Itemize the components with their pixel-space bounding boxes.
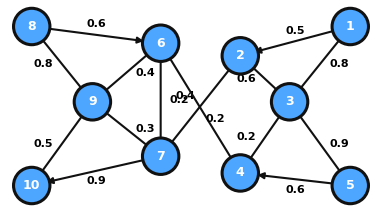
Text: 0.6: 0.6: [236, 74, 256, 84]
Ellipse shape: [74, 84, 111, 120]
Text: 10: 10: [23, 179, 40, 192]
Text: 8: 8: [28, 20, 36, 33]
Text: 0.6: 0.6: [86, 20, 106, 29]
Text: 0.2: 0.2: [170, 95, 189, 105]
Text: 4: 4: [236, 166, 245, 179]
Text: 0.5: 0.5: [285, 26, 305, 36]
Text: 0.2: 0.2: [206, 114, 225, 124]
Text: 0.3: 0.3: [136, 124, 155, 134]
Text: 0.2: 0.2: [236, 132, 256, 142]
Text: 0.6: 0.6: [285, 185, 305, 195]
Ellipse shape: [142, 138, 179, 174]
Text: 0.8: 0.8: [33, 59, 53, 69]
Text: 0.5: 0.5: [33, 139, 53, 149]
Ellipse shape: [13, 167, 50, 204]
Text: 0.9: 0.9: [86, 176, 106, 186]
Text: 0.4: 0.4: [175, 91, 195, 100]
Ellipse shape: [142, 25, 179, 61]
Text: 3: 3: [285, 95, 294, 108]
Text: 6: 6: [156, 37, 165, 50]
Text: 9: 9: [88, 95, 97, 108]
Ellipse shape: [222, 38, 259, 74]
Ellipse shape: [13, 8, 50, 45]
Text: 0.8: 0.8: [329, 59, 349, 69]
Ellipse shape: [332, 167, 369, 204]
Text: 2: 2: [236, 49, 245, 62]
Text: 0.4: 0.4: [136, 68, 155, 78]
Ellipse shape: [271, 84, 308, 120]
Text: 7: 7: [156, 150, 165, 163]
Text: 5: 5: [346, 179, 354, 192]
Ellipse shape: [332, 8, 369, 45]
Ellipse shape: [222, 155, 259, 191]
Text: 1: 1: [346, 20, 354, 33]
Text: 0.9: 0.9: [329, 139, 349, 149]
